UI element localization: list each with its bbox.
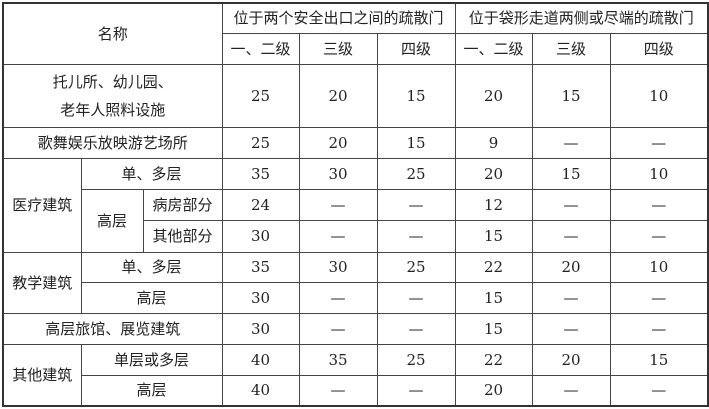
value-cell: 20: [298, 63, 378, 128]
table-row: 高层旅馆、展览建筑 30— —15— —: [2, 312, 709, 345]
value-cell: 10: [609, 63, 709, 128]
value-cell: —: [531, 281, 611, 314]
value-cell: —: [531, 126, 611, 159]
value-cell: 12: [454, 188, 533, 221]
value-cell: —: [376, 219, 456, 253]
value-cell: 25: [376, 157, 456, 190]
row-label: 单、多层: [80, 251, 223, 283]
value-cell: 35: [221, 157, 300, 190]
row-label-line: 老年人照料设施: [60, 100, 166, 119]
row-label: 高层: [80, 374, 223, 407]
value-cell: 25: [376, 251, 456, 283]
value-cell: 35: [221, 251, 300, 283]
value-cell: —: [609, 219, 709, 253]
value-cell: —: [298, 188, 378, 221]
header-name: 名称: [2, 2, 223, 65]
row-label: 高层: [80, 281, 223, 314]
subcategory-label: 高层: [80, 188, 144, 253]
row-label: 单、多层: [80, 157, 223, 190]
value-cell: 15: [454, 281, 533, 314]
value-cell: 20: [454, 374, 533, 407]
grade-header: 一、二级: [454, 32, 533, 65]
value-cell: —: [531, 188, 611, 221]
table-row: 其他部分 30— —15— —: [3, 219, 709, 253]
value-cell: 30: [221, 281, 300, 314]
value-cell: 9: [454, 126, 533, 159]
value-cell: 35: [298, 343, 378, 376]
header-group-between-exits: 位于两个安全出口之间的疏散门: [221, 2, 456, 34]
value-cell: —: [609, 312, 709, 345]
category-label: 教学建筑: [2, 251, 82, 314]
header-group-dead-end: 位于袋形走道两侧或尽端的疏散门: [454, 2, 709, 34]
category-label: 其他建筑: [2, 343, 82, 407]
value-cell: —: [531, 219, 611, 253]
grade-header: 一、二级: [221, 32, 300, 65]
value-cell: 22: [454, 251, 533, 283]
grade-header: 三级: [531, 32, 611, 65]
grade-header: 四级: [609, 32, 709, 65]
value-cell: —: [376, 281, 456, 314]
value-cell: —: [298, 281, 378, 314]
value-cell: —: [609, 188, 709, 221]
row-label: 歌舞娱乐放映游艺场所: [2, 126, 223, 159]
value-cell: 10: [609, 251, 709, 283]
value-cell: 30: [221, 219, 300, 253]
table-row: 高层 病房部分 24— —12— —: [3, 188, 709, 253]
value-cell: —: [298, 312, 378, 345]
value-cell: —: [531, 374, 611, 407]
grade-header: 三级: [298, 32, 378, 65]
table-row: 教学建筑 单、多层 35 30 25 22 20 10: [2, 251, 709, 314]
value-cell: —: [376, 312, 456, 345]
table-row: 高层 30— —15— —: [3, 281, 709, 314]
value-cell: —: [376, 188, 456, 221]
value-cell: 25: [221, 126, 300, 159]
value-cell: 24: [221, 188, 300, 221]
value-cell: 22: [454, 343, 533, 376]
table-row: 歌舞娱乐放映游艺场所 25 20 15 9— —: [2, 126, 709, 159]
value-cell: 10: [609, 157, 709, 190]
table-row: 其他建筑 单层或多层 40 35 25 22 20 15: [2, 343, 709, 407]
value-cell: 15: [609, 343, 709, 376]
value-cell: 25: [376, 343, 456, 376]
grade-header: 四级: [376, 32, 456, 65]
value-cell: 15: [454, 312, 533, 345]
value-cell: 15: [531, 63, 611, 128]
value-cell: 30: [298, 157, 378, 190]
value-cell: 30: [298, 251, 378, 283]
value-cell: 15: [376, 63, 456, 128]
value-cell: —: [609, 281, 709, 314]
value-cell: 25: [221, 63, 300, 128]
table-row: 高层 40— —20— —: [3, 374, 709, 407]
table-row: 医疗建筑 单、多层 35 30 25 20 15 10: [2, 157, 709, 253]
value-cell: 20: [454, 63, 533, 128]
value-cell: 30: [221, 312, 300, 345]
value-cell: —: [531, 312, 611, 345]
value-cell: —: [298, 219, 378, 253]
value-cell: —: [298, 374, 378, 407]
category-label: 医疗建筑: [2, 157, 82, 253]
value-cell: 20: [454, 157, 533, 190]
value-cell: —: [609, 374, 709, 407]
row-label: 托儿所、幼儿园、 老年人照料设施: [2, 63, 223, 128]
table-row: 托儿所、幼儿园、 老年人照料设施 25 20 15 20 15 10: [2, 63, 709, 128]
value-cell: 40: [221, 343, 300, 376]
row-label-line: 托儿所、幼儿园、: [52, 72, 173, 91]
row-label: 高层旅馆、展览建筑: [2, 312, 223, 345]
value-cell: 15: [376, 126, 456, 159]
value-cell: —: [609, 126, 709, 159]
value-cell: 15: [531, 157, 611, 190]
value-cell: 20: [531, 343, 611, 376]
value-cell: —: [376, 374, 456, 407]
row-label: 病房部分: [142, 188, 223, 221]
value-cell: 15: [454, 219, 533, 253]
value-cell: 20: [298, 126, 378, 159]
row-label: 其他部分: [142, 219, 223, 253]
value-cell: 20: [531, 251, 611, 283]
row-label: 单层或多层: [80, 343, 223, 376]
value-cell: 40: [221, 374, 300, 407]
